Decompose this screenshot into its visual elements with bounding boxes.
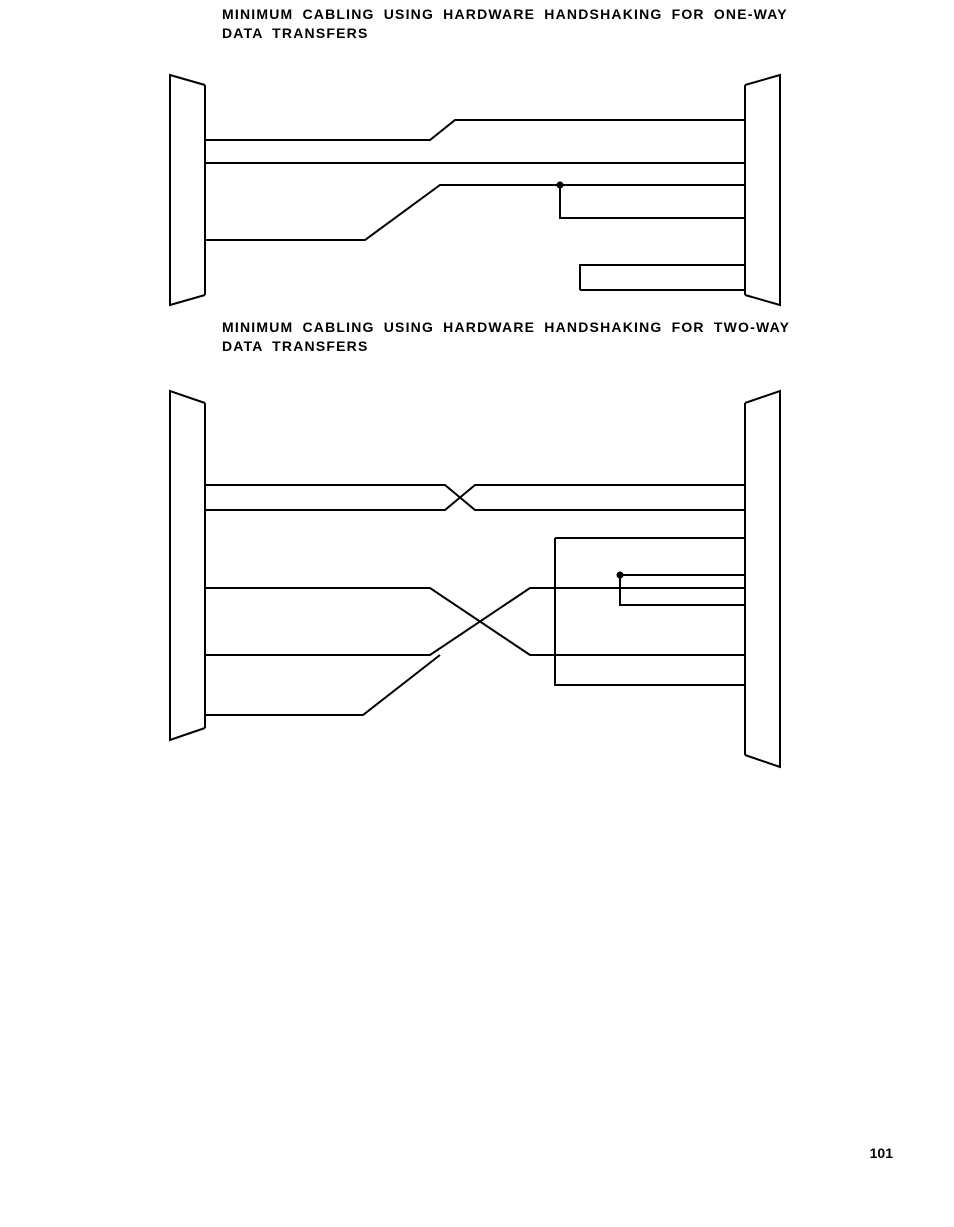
wire [205, 655, 440, 715]
wire [205, 485, 745, 510]
wire [560, 185, 745, 218]
right-connector-outline [745, 75, 780, 305]
wire [620, 575, 745, 605]
cabling-diagrams-svg [0, 0, 954, 1227]
junction-dot [617, 572, 624, 579]
wire [205, 485, 745, 510]
wire [205, 588, 745, 655]
left-connector-outline [170, 75, 205, 305]
right-connector-outline [745, 391, 780, 767]
junction-dot [557, 182, 564, 189]
wire [205, 120, 745, 140]
wire [580, 265, 745, 290]
left-connector-outline [170, 391, 205, 740]
wire [555, 538, 745, 685]
wire [205, 588, 745, 655]
wire [205, 185, 745, 240]
